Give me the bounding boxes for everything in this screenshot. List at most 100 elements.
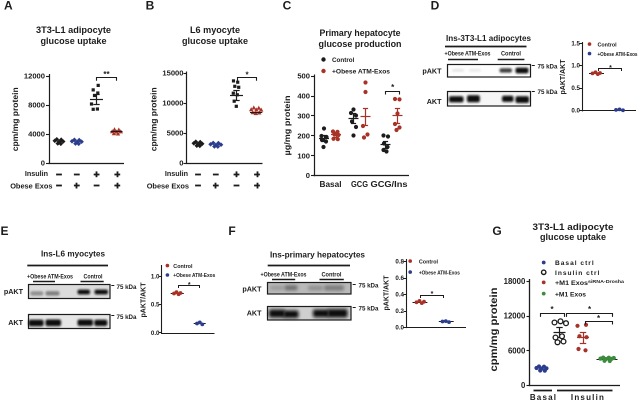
- svg-text:3T3-L1 adipocyte: 3T3-L1 adipocyte: [533, 222, 614, 232]
- svg-text:Control: Control: [322, 272, 342, 279]
- svg-text:5000: 5000: [167, 129, 184, 138]
- svg-text:E: E: [0, 224, 8, 238]
- svg-text:+Obese ATM-Exos: +Obese ATM-Exos: [445, 51, 491, 58]
- svg-text:Insulin: Insulin: [25, 169, 48, 178]
- svg-text:Insulin: Insulin: [165, 169, 188, 178]
- svg-text:cpm/mg protein: cpm/mg protein: [148, 87, 158, 151]
- svg-text:Basal: Basal: [530, 393, 557, 402]
- svg-text:0: 0: [306, 171, 310, 180]
- svg-text:**: **: [103, 70, 110, 79]
- svg-text:pAKT/AKT: pAKT/AKT: [384, 275, 391, 311]
- svg-text:C: C: [283, 0, 292, 13]
- svg-text:1.0: 1.0: [571, 62, 580, 69]
- svg-text:400: 400: [297, 92, 310, 101]
- svg-text:6000: 6000: [508, 346, 526, 355]
- svg-text:Ins-L6 myocytes: Ins-L6 myocytes: [41, 248, 105, 258]
- svg-text:pAKT/AKT: pAKT/AKT: [560, 59, 567, 95]
- svg-text:F: F: [228, 224, 235, 238]
- svg-text:100: 100: [297, 151, 310, 160]
- svg-text:cpm/mg protein: cpm/mg protein: [489, 288, 500, 372]
- svg-text:10000: 10000: [162, 99, 183, 108]
- svg-text:0: 0: [521, 381, 526, 390]
- svg-text:pAKT: pAKT: [4, 287, 24, 296]
- svg-text:AKT: AKT: [427, 97, 442, 106]
- svg-text:B: B: [146, 0, 155, 13]
- svg-text:Insulin: Insulin: [571, 393, 605, 402]
- svg-text:L6 myocyte: L6 myocyte: [190, 25, 240, 35]
- svg-text:*: *: [597, 314, 601, 323]
- svg-text:+Obese ATM-Exos: +Obese ATM-Exos: [419, 270, 460, 276]
- svg-text:+Obese ATM-Exos: +Obese ATM-Exos: [261, 272, 307, 279]
- svg-text:*: *: [431, 291, 434, 298]
- svg-text:*: *: [609, 65, 612, 72]
- svg-text:*: *: [245, 70, 249, 79]
- svg-text:0.0: 0.0: [151, 330, 160, 337]
- svg-text:Obese Exos: Obese Exos: [147, 181, 189, 190]
- svg-text:+Obese ATM-Exos: +Obese ATM-Exos: [332, 69, 391, 76]
- svg-text:0.0: 0.0: [571, 108, 580, 115]
- svg-text:0.6: 0.6: [395, 275, 404, 282]
- svg-text:*: *: [188, 282, 191, 289]
- svg-text:Ins-primary hepatocytes: Ins-primary hepatocytes: [270, 249, 365, 259]
- svg-text:8000: 8000: [28, 101, 45, 110]
- svg-text:+Obese ATM-Exos: +Obese ATM-Exos: [173, 273, 215, 279]
- svg-text:GCG: GCG: [351, 180, 368, 189]
- svg-text:GCG/Ins: GCG/Ins: [371, 180, 409, 189]
- svg-text:300: 300: [297, 112, 310, 121]
- svg-text:*: *: [588, 305, 592, 314]
- svg-text:0.5: 0.5: [571, 85, 580, 92]
- svg-text:18000: 18000: [504, 277, 526, 286]
- svg-text:pAKT: pAKT: [242, 285, 262, 294]
- svg-text:+Obese ATM-Exos: +Obese ATM-Exos: [598, 52, 638, 58]
- svg-text:1.0: 1.0: [151, 274, 160, 281]
- svg-text:Control: Control: [419, 259, 439, 265]
- svg-text:4000: 4000: [28, 130, 45, 139]
- svg-text:G: G: [492, 224, 501, 238]
- svg-text:glucose uptake: glucose uptake: [540, 232, 606, 242]
- svg-text:Basal ctrl: Basal ctrl: [555, 260, 595, 267]
- svg-text:glucose uptake: glucose uptake: [182, 36, 248, 46]
- svg-text:Control: Control: [598, 42, 618, 48]
- svg-text:Control: Control: [173, 264, 193, 270]
- svg-text:75 kDa: 75 kDa: [538, 89, 559, 96]
- svg-text:µg/mg protein: µg/mg protein: [283, 96, 292, 156]
- svg-text:500: 500: [297, 72, 310, 81]
- svg-text:Control: Control: [501, 51, 521, 58]
- svg-text:0.0: 0.0: [395, 325, 404, 332]
- svg-text:pAKT/AKT: pAKT/AKT: [141, 282, 148, 318]
- svg-text:0: 0: [179, 159, 183, 168]
- svg-text:Insulin ctrl: Insulin ctrl: [555, 270, 600, 277]
- svg-text:A: A: [4, 0, 13, 13]
- svg-text:75 kDa: 75 kDa: [117, 284, 138, 291]
- svg-text:Control: Control: [84, 273, 103, 280]
- svg-text:0.2: 0.2: [395, 308, 404, 315]
- svg-text:glucose production: glucose production: [319, 39, 402, 49]
- svg-text:0.4: 0.4: [395, 292, 404, 299]
- svg-text:AKT: AKT: [8, 318, 23, 327]
- svg-text:15000: 15000: [162, 69, 183, 78]
- svg-text:+Obese ATM-Exos: +Obese ATM-Exos: [27, 273, 73, 280]
- svg-text:Obese Exos: Obese Exos: [10, 181, 52, 190]
- svg-text:75 kDa: 75 kDa: [538, 64, 559, 71]
- svg-text:75 kDa: 75 kDa: [117, 314, 138, 321]
- svg-text:12000: 12000: [24, 72, 45, 81]
- svg-text:*: *: [391, 83, 395, 92]
- svg-text:D: D: [431, 0, 440, 13]
- svg-text:1.5: 1.5: [571, 41, 580, 48]
- svg-text:pAKT: pAKT: [422, 67, 442, 76]
- svg-text:200: 200: [297, 131, 310, 140]
- svg-text:75 kDa: 75 kDa: [359, 283, 380, 290]
- svg-text:Ins-3T3-L1 adipocytes: Ins-3T3-L1 adipocytes: [446, 33, 531, 43]
- svg-text:75 kDa: 75 kDa: [359, 305, 380, 312]
- svg-text:0: 0: [41, 159, 45, 168]
- svg-text:3T3-L1 adipocyte: 3T3-L1 adipocyte: [36, 25, 111, 35]
- svg-text:0.8: 0.8: [395, 259, 404, 266]
- svg-text:*: *: [550, 305, 554, 314]
- svg-text:12000: 12000: [504, 312, 526, 321]
- svg-text:+M1 ExossiRNA-Drosha: +M1 ExossiRNA-Drosha: [555, 279, 624, 287]
- svg-text:Primary hepatocyte: Primary hepatocyte: [320, 28, 401, 38]
- svg-text:AKT: AKT: [247, 309, 262, 318]
- svg-text:0.5: 0.5: [151, 302, 160, 309]
- svg-text:cpm/mg protein: cpm/mg protein: [10, 87, 20, 151]
- svg-text:glucose uptake: glucose uptake: [41, 36, 107, 46]
